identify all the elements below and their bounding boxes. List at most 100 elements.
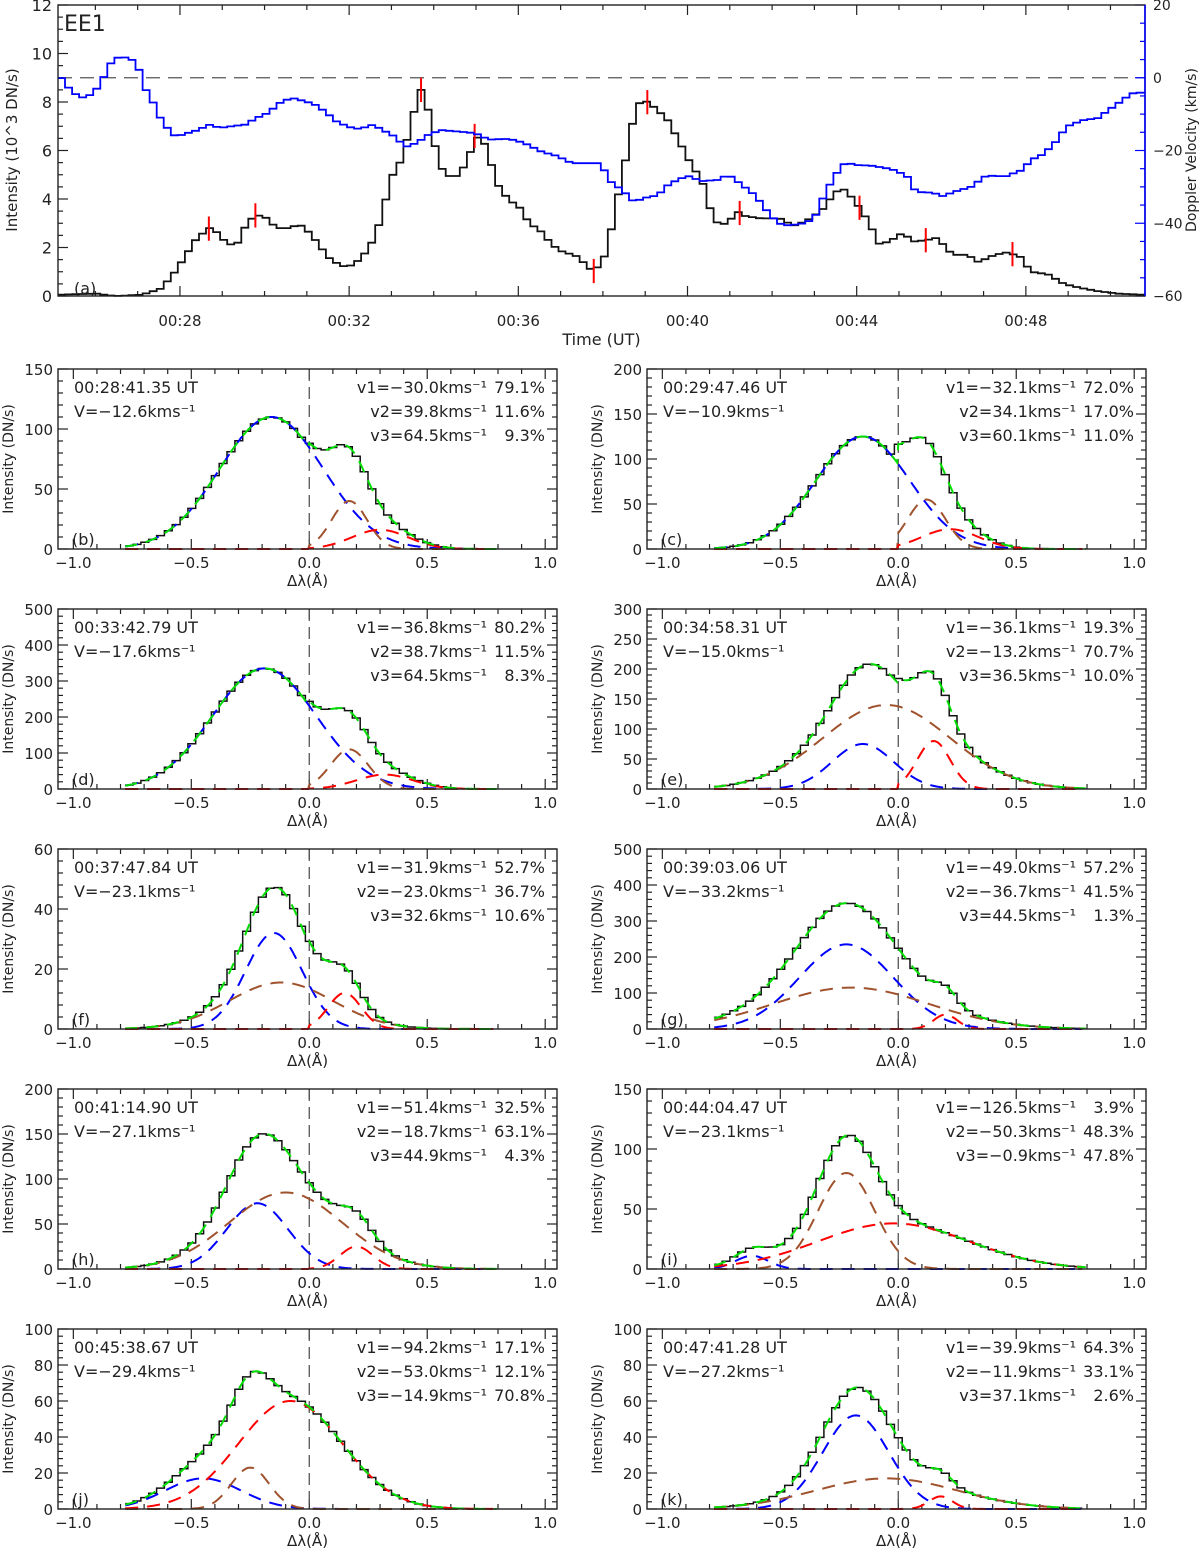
panel-g: −1.0 −0.5 0.0 0.5 1.0 0 100 200 300 400 500 00:39:0… xyxy=(590,841,1147,1070)
x-tick-label: −0.5 xyxy=(173,1514,209,1532)
y-tick-label: 0 xyxy=(632,1501,642,1519)
component-velocity-2: v2=−18.7kms⁻¹ xyxy=(357,1122,487,1141)
y-tick-label: 6 xyxy=(42,142,52,161)
component-percent-3: 1.3% xyxy=(1093,906,1134,925)
component-velocity-3: v3=64.5kms⁻¹ xyxy=(370,666,487,685)
y-tick-label: 150 xyxy=(613,1081,642,1099)
panel-label: (c) xyxy=(661,530,682,549)
x-tick-label: 0.5 xyxy=(415,1274,439,1292)
plot-frame xyxy=(57,608,558,790)
panel-i: −1.0 −0.5 0.0 0.5 1.0 0 50 100 150 00:44:04.47 UT… xyxy=(590,1081,1147,1310)
x-tick-label: −1.0 xyxy=(644,554,680,572)
component-percent-3: 9.3% xyxy=(504,426,545,445)
profile-time: 00:29:47.46 UT xyxy=(663,378,787,397)
y-tick-label: 0 xyxy=(42,287,52,306)
component-velocity-3: v3=64.5kms⁻¹ xyxy=(370,426,487,445)
component-percent-1: 19.3% xyxy=(1083,618,1134,637)
y-tick-label: 100 xyxy=(24,745,53,763)
x-tick-label: 1.0 xyxy=(533,794,557,812)
gaussian-component-3 xyxy=(714,528,1083,550)
y-tick-label: 100 xyxy=(613,1141,642,1159)
x-tick-label: −1.0 xyxy=(644,1034,680,1052)
x-axis-label: Δλ(Å) xyxy=(287,1291,328,1310)
x-tick-label: 0.5 xyxy=(1004,1034,1028,1052)
profile-mean-velocity: V=−33.2kms⁻¹ xyxy=(663,882,784,901)
panel-label: (j) xyxy=(72,1490,89,1509)
plot-frame xyxy=(646,608,1147,790)
y-axis-label: Intensity (DN/s) xyxy=(590,1364,606,1474)
y-tick-label: 150 xyxy=(613,406,642,424)
profile-mean-velocity: V=−27.1kms⁻¹ xyxy=(74,1122,195,1141)
component-velocity-2: v2=−13.2kms⁻¹ xyxy=(946,642,1076,661)
panel-label: (h) xyxy=(72,1250,95,1269)
doppler-velocity-series xyxy=(58,56,1145,227)
total-fit xyxy=(713,902,1086,1030)
y-tick-label: 2 xyxy=(42,239,52,258)
y-tick-label: 100 xyxy=(24,421,53,439)
component-percent-2: 33.1% xyxy=(1083,1362,1134,1381)
event-label: EE1 xyxy=(64,12,106,37)
component-percent-3: 2.6% xyxy=(1093,1386,1134,1405)
component-velocity-2: v2=−23.0kms⁻¹ xyxy=(357,882,487,901)
component-percent-2: 41.5% xyxy=(1083,882,1134,901)
y-tick-label: 0 xyxy=(43,781,53,799)
x-tick-label: −1.0 xyxy=(644,794,680,812)
total-fit xyxy=(713,1134,1086,1269)
panel-label: (k) xyxy=(661,1490,683,1509)
y-tick-label: 500 xyxy=(613,841,642,859)
component-velocity-1: v1=−94.2kms⁻¹ xyxy=(357,1338,487,1357)
y-axis-label: Intensity (DN/s) xyxy=(590,1124,606,1234)
y-tick-label: 400 xyxy=(24,637,53,655)
component-velocity-1: v1=−31.9kms⁻¹ xyxy=(357,858,487,877)
y2-tick-label: −40 xyxy=(1153,216,1183,232)
x-tick-label: 0.0 xyxy=(297,554,321,572)
component-velocity-1: v1=−49.0kms⁻¹ xyxy=(946,858,1076,877)
x-tick-label: 0.0 xyxy=(886,554,910,572)
panel-label: (a) xyxy=(74,279,96,298)
x-tick-label: 0.5 xyxy=(1004,794,1028,812)
y-tick-label: 50 xyxy=(623,1201,642,1219)
total-fit xyxy=(124,1370,497,1510)
y-tick-label: 20 xyxy=(34,1465,53,1483)
x-tick-label: −0.5 xyxy=(762,554,798,572)
x-tick-label: −0.5 xyxy=(173,794,209,812)
component-percent-2: 12.1% xyxy=(494,1362,545,1381)
y-axis-label: Intensity (DN/s) xyxy=(1,644,17,754)
y-tick-label: 50 xyxy=(623,751,642,769)
y-tick-label: 80 xyxy=(34,1357,53,1375)
component-velocity-3: v3=60.1kms⁻¹ xyxy=(959,426,1076,445)
y-tick-label: 50 xyxy=(34,481,53,499)
profile-mean-velocity: V=−23.1kms⁻¹ xyxy=(74,882,195,901)
component-percent-3: 47.8% xyxy=(1083,1146,1134,1165)
y2-tick-label: 0 xyxy=(1153,71,1162,87)
y-tick-label: 20 xyxy=(34,961,53,979)
gaussian-component-2 xyxy=(714,704,1083,790)
total-fit xyxy=(125,416,497,550)
profile-mean-velocity: V=−29.4kms⁻¹ xyxy=(74,1362,195,1381)
panel-label: (g) xyxy=(661,1010,684,1029)
y-axis-label: Intensity (DN/s) xyxy=(1,884,17,994)
x-tick-label: −0.5 xyxy=(762,1274,798,1292)
y-tick-label: 0 xyxy=(632,541,642,559)
x-axis-label: Δλ(Å) xyxy=(876,1051,917,1070)
panel-e: −1.0 −0.5 0.0 0.5 1.0 0 50 100 150 200 250 300 00:34… xyxy=(590,601,1147,830)
x-axis-label: Δλ(Å) xyxy=(876,1291,917,1310)
component-percent-2: 36.7% xyxy=(494,882,545,901)
total-fit xyxy=(125,667,497,790)
component-percent-3: 10.6% xyxy=(494,906,545,925)
panel-label: (d) xyxy=(72,770,95,789)
x-tick-label: 00:32 xyxy=(328,312,371,330)
plot-frame xyxy=(57,4,1146,297)
y-axis-label: Intensity (DN/s) xyxy=(1,1124,17,1234)
component-velocity-3: v3=32.6kms⁻¹ xyxy=(370,906,487,925)
x-axis-label: Time (UT) xyxy=(561,330,640,349)
x-tick-label: −0.5 xyxy=(173,1274,209,1292)
y-tick-label: 200 xyxy=(613,661,642,679)
component-percent-3: 11.0% xyxy=(1083,426,1134,445)
component-velocity-1: v1=−39.9kms⁻¹ xyxy=(946,1338,1076,1357)
component-percent-1: 32.5% xyxy=(494,1098,545,1117)
x-tick-label: 00:48 xyxy=(1004,312,1047,330)
panel-label: (i) xyxy=(661,1250,678,1269)
component-percent-1: 79.1% xyxy=(494,378,545,397)
x-tick-label: 1.0 xyxy=(1122,794,1146,812)
